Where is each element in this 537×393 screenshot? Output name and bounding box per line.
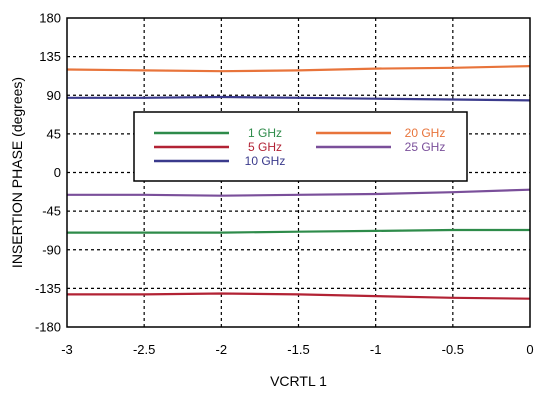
- series-line-10-ghz: [67, 95, 531, 102]
- x-tick-label: -3: [61, 342, 73, 357]
- x-tick-label: -2.5: [133, 342, 155, 357]
- y-tick-label: 0: [54, 165, 61, 180]
- y-tick-label: -90: [42, 242, 61, 257]
- x-tick-labels: -3 -2.5 -2 -1.5 -1 -0.5 0: [61, 342, 533, 357]
- legend-label-10-ghz: 10 GHz: [245, 154, 286, 168]
- series-line-5-ghz: [67, 292, 531, 300]
- y-tick-label: 45: [47, 126, 61, 141]
- legend-label-20-ghz: 20 GHz: [405, 126, 446, 140]
- y-tick-label: -135: [35, 281, 61, 296]
- x-tick-label: -1.5: [287, 342, 309, 357]
- legend-label-5-ghz: 5 GHz: [248, 140, 282, 154]
- series-lines: [66, 65, 531, 300]
- x-axis-label: VCRTL 1: [270, 373, 327, 389]
- y-tick-label: 135: [39, 49, 61, 64]
- x-tick-label: -2: [216, 342, 228, 357]
- x-tick-label: 0: [526, 342, 533, 357]
- y-axis-label: INSERTION PHASE (degrees): [9, 77, 25, 268]
- series-line-25-ghz: [67, 188, 531, 197]
- y-tick-label: -45: [42, 204, 61, 219]
- legend-label-1-ghz: 1 GHz: [248, 126, 282, 140]
- y-tick-labels: -180 -135 -90 -45 0 45 90 135 180: [35, 11, 61, 335]
- y-tick-label: 180: [39, 11, 61, 26]
- legend-label-25-ghz: 25 GHz: [405, 140, 446, 154]
- x-tick-label: -0.5: [442, 342, 464, 357]
- series-line-20-ghz: [66, 65, 531, 73]
- y-tick-label: 90: [47, 88, 61, 103]
- plot-frame: [66, 17, 531, 328]
- x-tick-label: -1: [370, 342, 382, 357]
- series-line-1-ghz: [67, 228, 530, 234]
- y-tick-label: -180: [35, 320, 61, 335]
